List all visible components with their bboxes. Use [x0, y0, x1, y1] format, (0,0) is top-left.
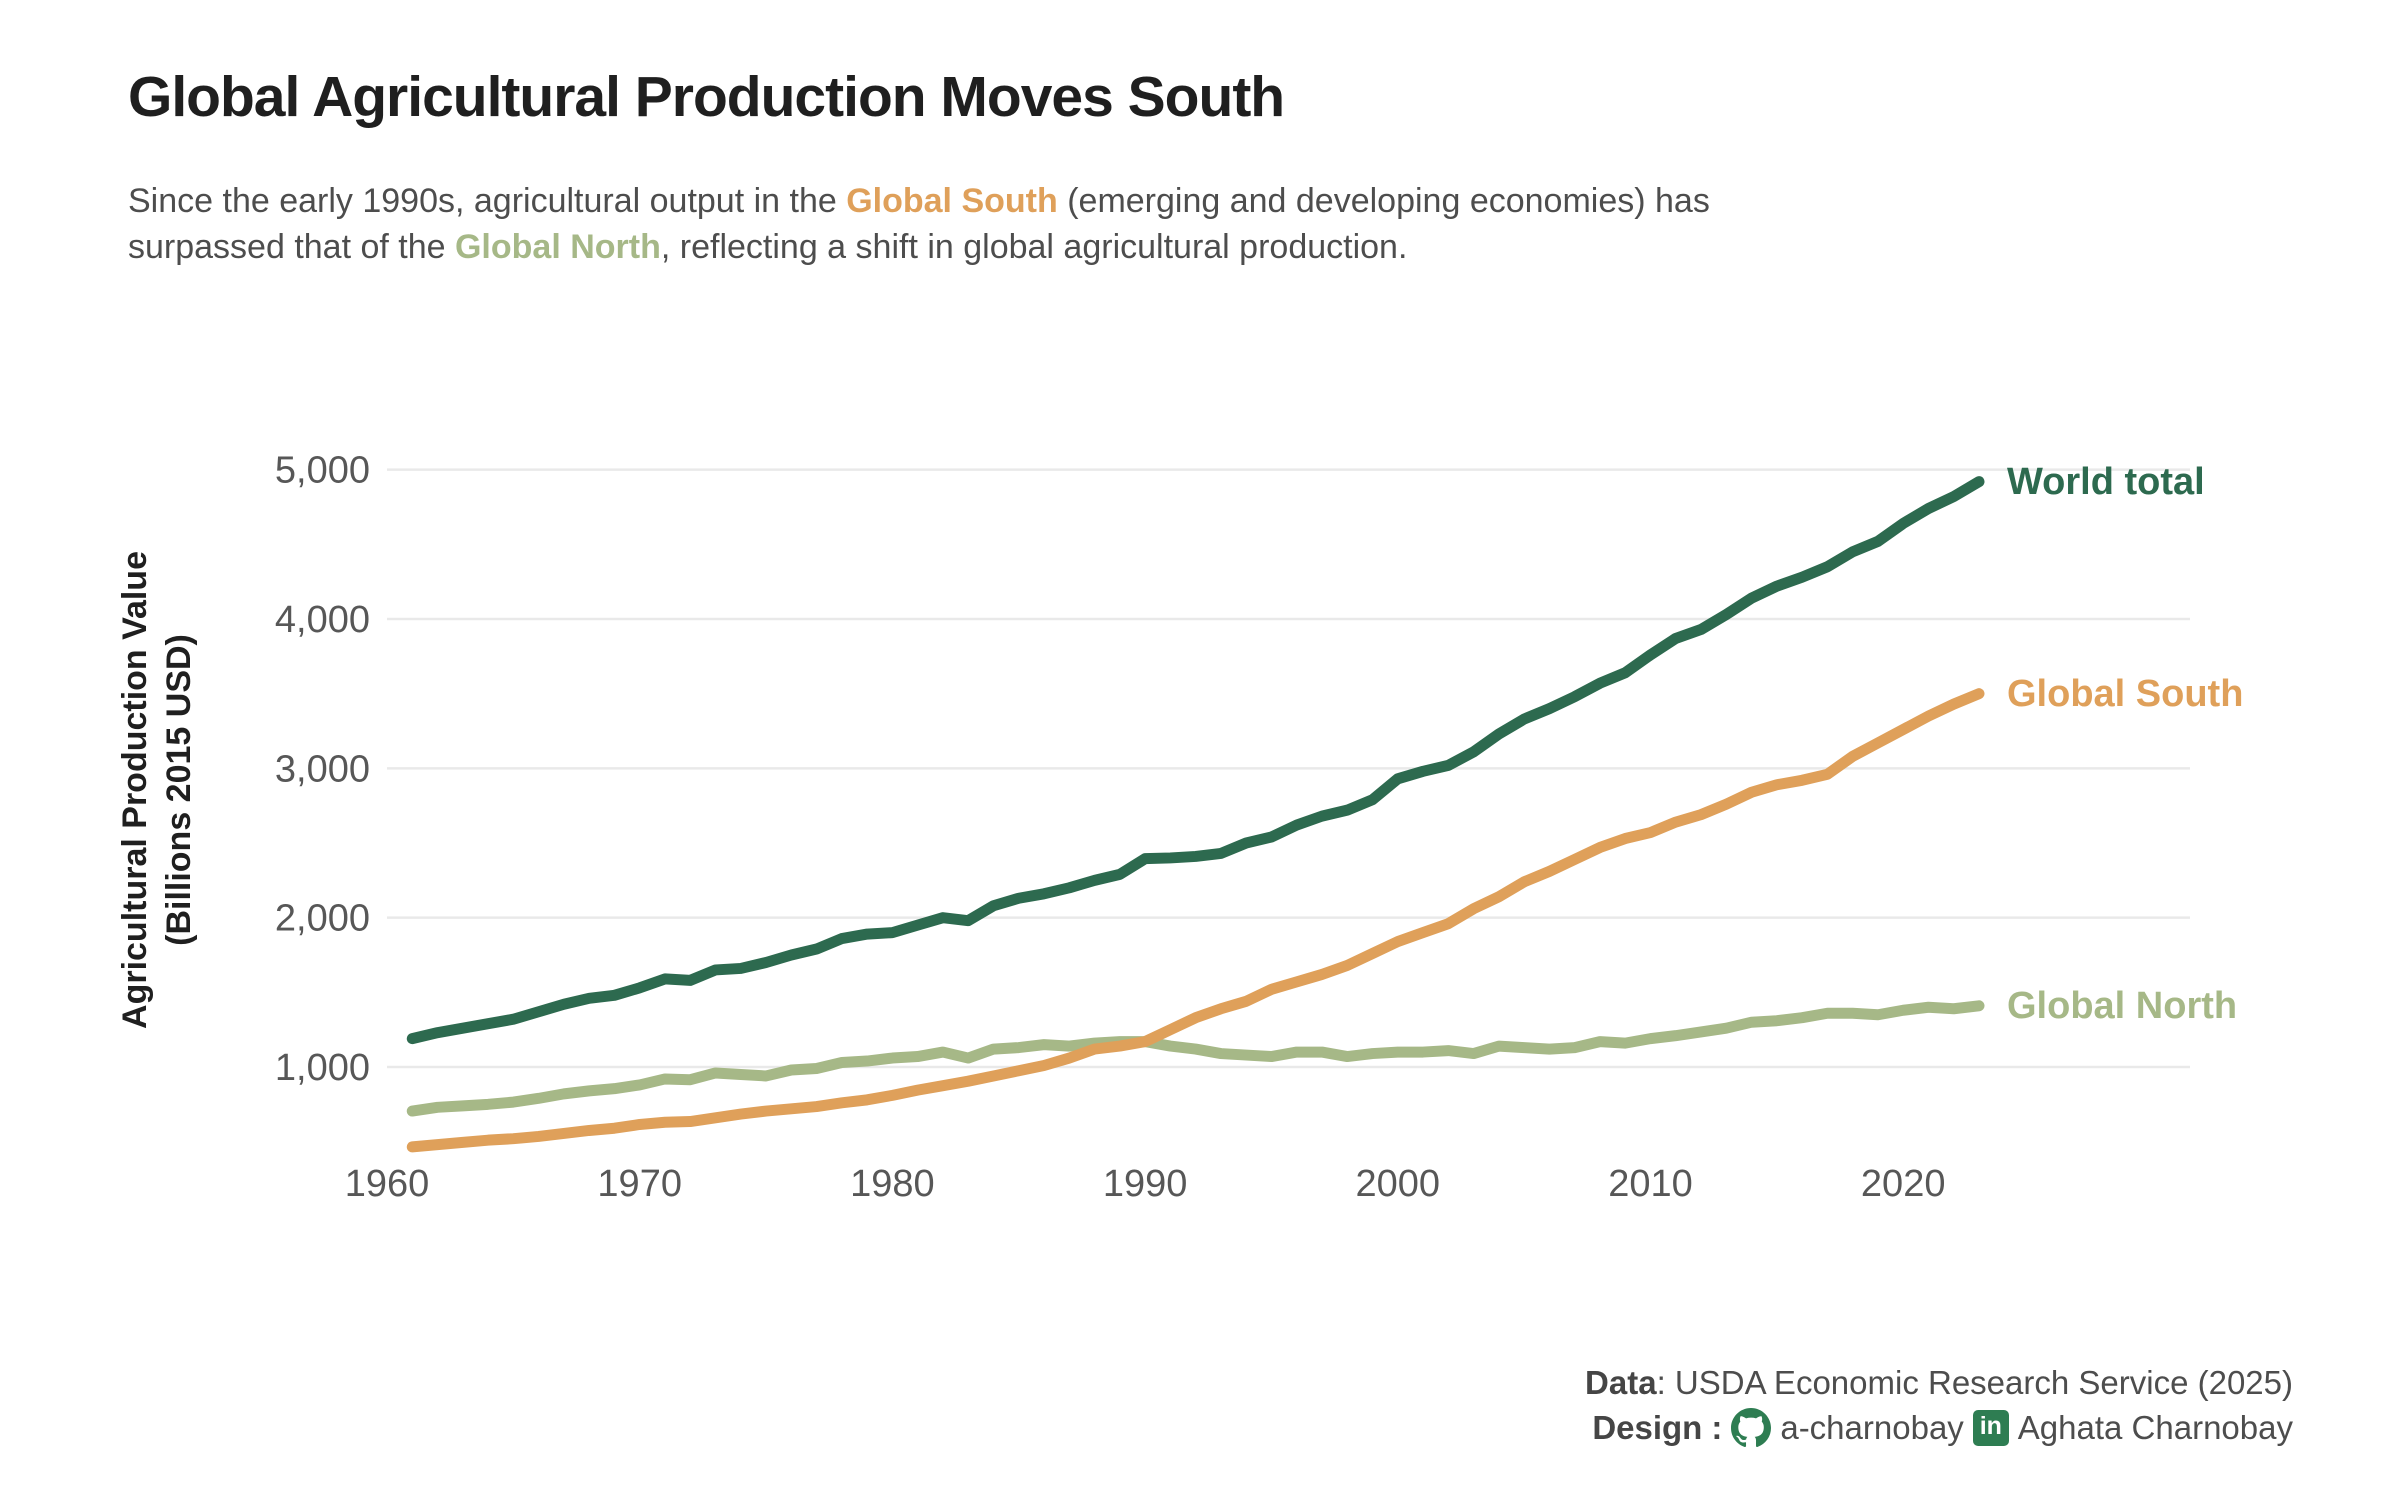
footer-data-line: Data: USDA Economic Research Service (20…	[1585, 1360, 2293, 1405]
footer-data-text: : USDA Economic Research Service (2025)	[1656, 1364, 2293, 1401]
github-icon	[1731, 1407, 1772, 1448]
footer-data-label: Data	[1585, 1364, 1657, 1401]
x-tick-label-2010: 2010	[1608, 1163, 1693, 1205]
footer-design-line: Design: a-charnobay in Aghata Charnobay	[1585, 1405, 2293, 1450]
y-tick-label-3000: 3,000	[275, 748, 370, 790]
chart-subtitle: Since the early 1990s, agricultural outp…	[128, 178, 1710, 270]
x-tick-label-1960: 1960	[345, 1163, 430, 1205]
line-label-world-total: World total	[2007, 460, 2205, 503]
y-tick-label-2000: 2,000	[275, 898, 370, 940]
subtitle-accent: Global North	[454, 228, 661, 266]
footer-design-colon: :	[1711, 1409, 1723, 1446]
footer-design-label: Design	[1592, 1409, 1703, 1446]
x-tick-label-1990: 1990	[1103, 1163, 1188, 1205]
footer-credits: Data: USDA Economic Research Service (20…	[1585, 1360, 2293, 1450]
y-tick-label-5000: 5,000	[275, 450, 370, 492]
x-tick-label-1970: 1970	[597, 1163, 682, 1205]
line-label-global-south: Global South	[2007, 672, 2244, 715]
x-tick-label-2000: 2000	[1356, 1163, 1441, 1205]
linkedin-name: Aghata Charnobay	[2017, 1409, 2293, 1446]
subtitle-line: Since the early 1990s, agricultural outp…	[128, 182, 1710, 220]
series-line-global-north	[406, 1000, 1985, 1117]
y-tick-label-4000: 4,000	[275, 599, 370, 641]
series-line-global-south	[406, 688, 1985, 1153]
y-tick-label-1000: 1,000	[275, 1047, 370, 1089]
series-line-world-total	[406, 476, 1985, 1045]
x-tick-label-1980: 1980	[850, 1163, 935, 1205]
chart-title: Global Agricultural Production Moves Sou…	[128, 65, 1285, 129]
line-label-global-north: Global North	[2007, 984, 2238, 1027]
x-tick-label-2020: 2020	[1861, 1163, 1946, 1205]
subtitle-line: surpassed that of the Global North, refl…	[128, 228, 1408, 266]
linkedin-icon: in	[1972, 1409, 2009, 1446]
github-handle: a-charnobay	[1780, 1409, 1964, 1446]
linkedin-glyph: in	[1979, 1412, 2002, 1440]
subtitle-accent: Global South	[846, 182, 1058, 220]
